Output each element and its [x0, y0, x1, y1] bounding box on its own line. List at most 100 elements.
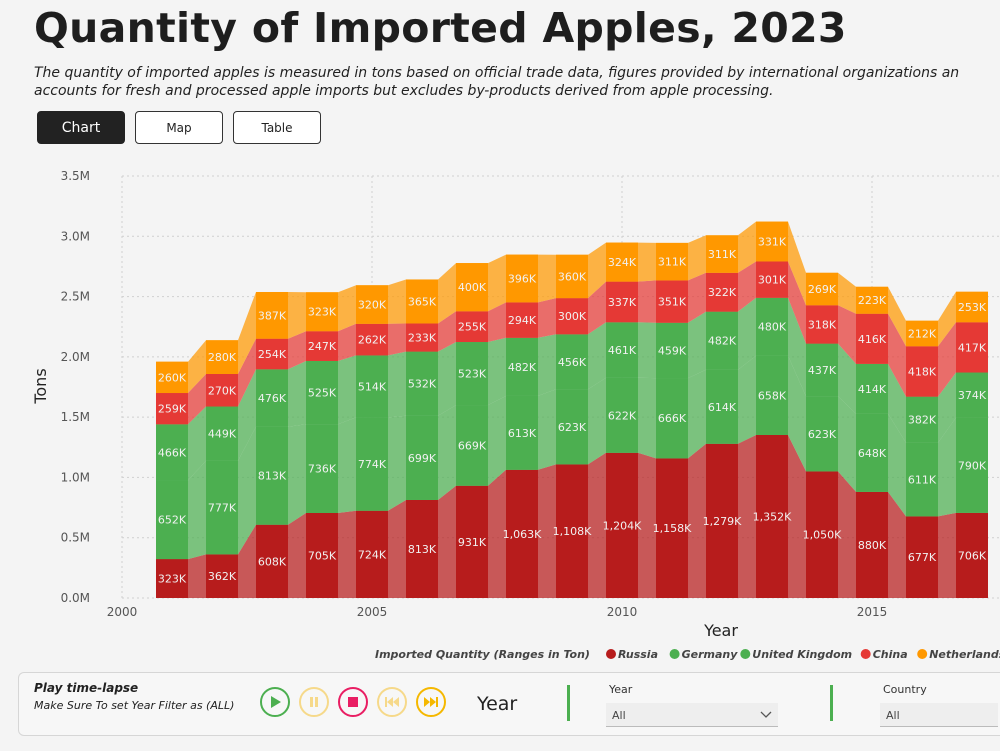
bar-segment	[306, 360, 338, 425]
tab-map[interactable]: Map	[135, 111, 223, 144]
bar-segment	[956, 322, 988, 373]
page-subtitle: The quantity of imported apples is measu…	[34, 64, 1000, 102]
data-label: 396K	[508, 272, 537, 285]
data-label: 414K	[858, 383, 887, 396]
data-label: 362K	[208, 570, 237, 583]
pause-icon[interactable]	[299, 687, 329, 717]
bar-segment	[456, 405, 488, 486]
data-label: 1,352K	[753, 510, 792, 523]
bar-segment	[506, 254, 538, 303]
chart-legend: Imported Quantity (Ranges in Ton) Russia G…	[375, 648, 1000, 661]
bar-segment	[256, 524, 288, 598]
bar-segment	[706, 369, 738, 444]
year-filter-select[interactable]: All	[606, 703, 778, 727]
data-label: 337K	[608, 296, 637, 309]
data-label: 523K	[458, 368, 487, 381]
data-label: 813K	[258, 470, 287, 483]
legend-entry: Russia	[618, 648, 658, 661]
fast-forward-icon[interactable]	[416, 687, 446, 717]
divider	[830, 685, 833, 721]
data-label: 311K	[658, 256, 687, 269]
bar-segment	[756, 297, 788, 356]
data-label: 482K	[508, 361, 537, 374]
bar-segment	[156, 393, 188, 425]
bar-segment	[606, 377, 638, 453]
y-tick-label: 0.5M	[61, 531, 90, 545]
bar-segment	[306, 512, 338, 598]
legend-title: Imported Quantity (Ranges in Ton)	[375, 648, 590, 661]
bar-segment	[556, 298, 588, 335]
data-label: 374K	[958, 389, 987, 402]
bar-segment	[156, 559, 188, 598]
data-label: 365K	[408, 295, 437, 308]
bar-segment	[706, 272, 738, 312]
legend-entry: United Kingdom	[752, 648, 852, 661]
tab-chart[interactable]: Chart	[37, 111, 125, 144]
rewind-icon[interactable]	[377, 687, 407, 717]
bar-segment	[606, 281, 638, 323]
data-label: 233K	[408, 332, 437, 345]
data-label: 480K	[758, 321, 787, 334]
bar-segment	[206, 460, 238, 555]
data-label: 774K	[358, 458, 387, 471]
stacked-area-chart: 323K 362K 608K 705K 724K 813K 931K 1,063K 1,108K…	[31, 169, 1000, 661]
data-label: 482K	[708, 335, 737, 348]
bar-segment	[206, 373, 238, 407]
chart-areas	[156, 221, 988, 598]
data-label: 259K	[158, 403, 187, 416]
data-label: 699K	[408, 452, 437, 465]
divider	[567, 685, 570, 721]
bar-segment	[806, 396, 838, 472]
data-label: 360K	[558, 270, 587, 283]
y-tick-label: 1.5M	[61, 410, 90, 424]
data-label: 280K	[208, 351, 237, 364]
x-tick-label: 2005	[357, 605, 388, 619]
y-tick-label: 3.5M	[61, 169, 90, 183]
timelapse-panel: Play time-lapse Make Sure To set Year Fi…	[18, 672, 1000, 736]
bar-segment	[506, 395, 538, 470]
x-axis-label: Year	[703, 621, 738, 640]
bar-segment	[256, 369, 288, 427]
play-icon[interactable]	[260, 687, 290, 717]
tab-table[interactable]: Table	[233, 111, 321, 144]
bar-segment	[906, 320, 938, 347]
data-label: 387K	[258, 309, 287, 322]
country-filter-select[interactable]: All	[880, 703, 998, 727]
bar-segment	[656, 280, 688, 323]
data-label: 254K	[258, 348, 287, 361]
data-label: 658K	[758, 389, 787, 402]
bar-segment	[356, 323, 388, 356]
data-label: 514K	[358, 380, 387, 393]
bar-segment	[656, 322, 688, 379]
data-label: 331K	[758, 236, 787, 249]
bar-segment	[956, 291, 988, 323]
bar-segment	[806, 343, 838, 397]
data-label: 669K	[458, 439, 487, 452]
data-label: 1,050K	[803, 529, 842, 542]
bar-segment	[456, 263, 488, 312]
y-tick-label: 1.0M	[61, 470, 90, 484]
legend-entry: China	[873, 648, 908, 661]
bar-segment	[656, 242, 688, 281]
data-label: 260K	[158, 371, 187, 384]
data-label: 459K	[658, 344, 687, 357]
bar-segment	[356, 510, 388, 598]
data-label: 1,108K	[553, 525, 592, 538]
stop-icon[interactable]	[338, 687, 368, 717]
data-label: 324K	[608, 256, 637, 269]
data-label: 270K	[208, 384, 237, 397]
data-label: 294K	[508, 314, 537, 327]
bar-segment	[756, 261, 788, 298]
data-label: 466K	[158, 446, 187, 459]
bar-segment	[356, 417, 388, 511]
bar-segment	[906, 396, 938, 443]
year-filter-value: All	[612, 709, 626, 722]
y-tick-label: 0.0M	[61, 591, 90, 605]
data-label: 648K	[858, 447, 887, 460]
data-label: 706K	[958, 549, 987, 562]
bar-segment	[456, 311, 488, 343]
bar-segment	[606, 322, 638, 378]
timelapse-note: Make Sure To set Year Filter as (ALL)	[34, 699, 235, 712]
legend-entry: Germany	[682, 648, 739, 661]
bar-segment	[406, 351, 438, 416]
